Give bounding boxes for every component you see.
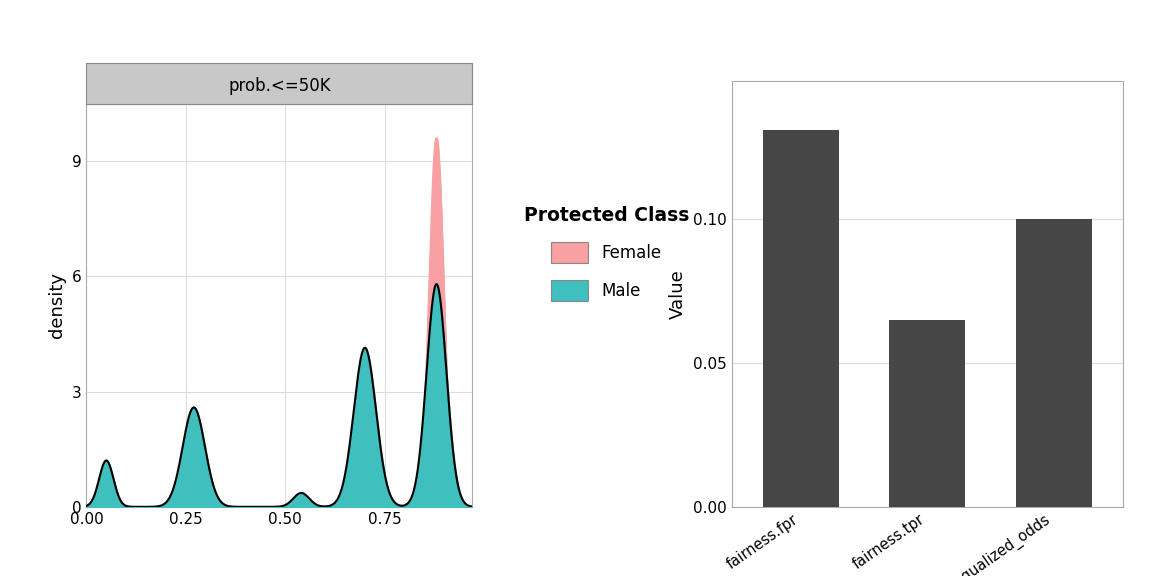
- Y-axis label: Value: Value: [669, 269, 688, 319]
- Y-axis label: density: density: [48, 272, 66, 338]
- Bar: [763, 130, 839, 507]
- Bar: [1016, 219, 1092, 507]
- Bar: [889, 320, 965, 507]
- Text: prob.<=50K: prob.<=50K: [228, 77, 331, 94]
- Legend: Female, Male: Female, Male: [515, 198, 697, 309]
